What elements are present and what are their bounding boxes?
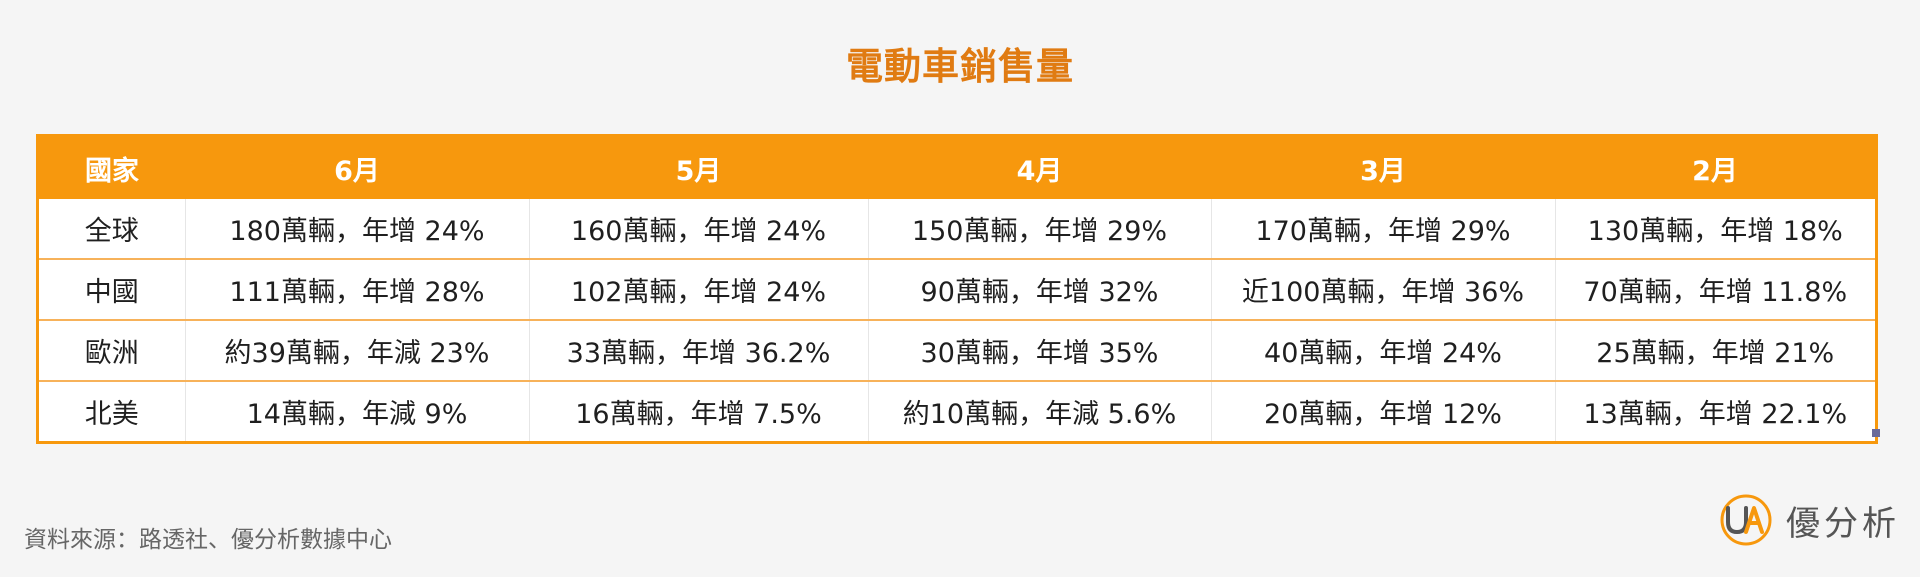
header-mar: 3月 bbox=[1211, 137, 1555, 199]
header-jun: 6月 bbox=[185, 137, 529, 199]
brand-logo: 優分析 bbox=[1718, 492, 1900, 548]
table-cell: 30萬輛，年增 35% bbox=[868, 319, 1212, 381]
resize-handle-mark bbox=[1872, 429, 1880, 437]
header-country: 國家 bbox=[39, 137, 185, 199]
sales-table: 國家 6月 5月 4月 3月 2月 全球 180萬輛，年增 24% 160萬輛，… bbox=[39, 137, 1875, 441]
table-cell: 20萬輛，年增 12% bbox=[1211, 380, 1556, 441]
table-cell: 歐洲 bbox=[39, 319, 186, 381]
table-cell: 北美 bbox=[39, 380, 186, 441]
ua-logo-icon bbox=[1720, 494, 1772, 546]
table-cell: 約10萬輛，年減 5.6% bbox=[868, 380, 1212, 441]
table-row: 全球 180萬輛，年增 24% 160萬輛，年增 24% 150萬輛，年增 29… bbox=[39, 199, 1875, 259]
table-cell: 170萬輛，年增 29% bbox=[1211, 199, 1556, 259]
sales-table-container: 國家 6月 5月 4月 3月 2月 全球 180萬輛，年增 24% 160萬輛，… bbox=[36, 134, 1878, 444]
table-cell: 25萬輛，年增 21% bbox=[1555, 319, 1875, 381]
table-row: 中國 111萬輛，年增 28% 102萬輛，年增 24% 90萬輛，年增 32%… bbox=[39, 258, 1875, 320]
table-cell: 13萬輛，年增 22.1% bbox=[1555, 380, 1875, 441]
table-cell: 14萬輛，年減 9% bbox=[185, 380, 530, 441]
table-cell: 16萬輛，年增 7.5% bbox=[529, 380, 869, 441]
table-cell: 40萬輛，年增 24% bbox=[1211, 319, 1556, 381]
table-cell: 111萬輛，年增 28% bbox=[185, 258, 530, 320]
chart-title: 電動車銷售量 bbox=[846, 45, 1074, 88]
table-row: 北美 14萬輛，年減 9% 16萬輛，年增 7.5% 約10萬輛，年減 5.6%… bbox=[39, 380, 1875, 441]
table-cell: 70萬輛，年增 11.8% bbox=[1555, 258, 1875, 320]
table-cell: 全球 bbox=[39, 199, 186, 259]
table-cell: 102萬輛，年增 24% bbox=[529, 258, 869, 320]
table-cell: 160萬輛，年增 24% bbox=[529, 199, 869, 259]
table-cell: 90萬輛，年增 32% bbox=[868, 258, 1212, 320]
table-cell: 33萬輛，年增 36.2% bbox=[529, 319, 869, 381]
table-cell: 150萬輛，年增 29% bbox=[868, 199, 1212, 259]
table-row: 歐洲 約39萬輛，年減 23% 33萬輛，年增 36.2% 30萬輛，年增 35… bbox=[39, 319, 1875, 381]
header-feb: 2月 bbox=[1555, 137, 1875, 199]
source-note: 資料來源：路透社、優分析數據中心 bbox=[24, 527, 392, 553]
header-may: 5月 bbox=[529, 137, 868, 199]
logo-text: 優分析 bbox=[1786, 503, 1900, 544]
table-cell: 中國 bbox=[39, 258, 186, 320]
table-cell: 約39萬輛，年減 23% bbox=[185, 319, 530, 381]
table-header-row: 國家 6月 5月 4月 3月 2月 bbox=[39, 137, 1875, 199]
table-cell: 近100萬輛，年增 36% bbox=[1211, 258, 1556, 320]
table-cell: 130萬輛，年增 18% bbox=[1587, 216, 1843, 247]
table-cell: 180萬輛，年增 24% bbox=[185, 199, 530, 259]
header-apr: 4月 bbox=[868, 137, 1211, 199]
